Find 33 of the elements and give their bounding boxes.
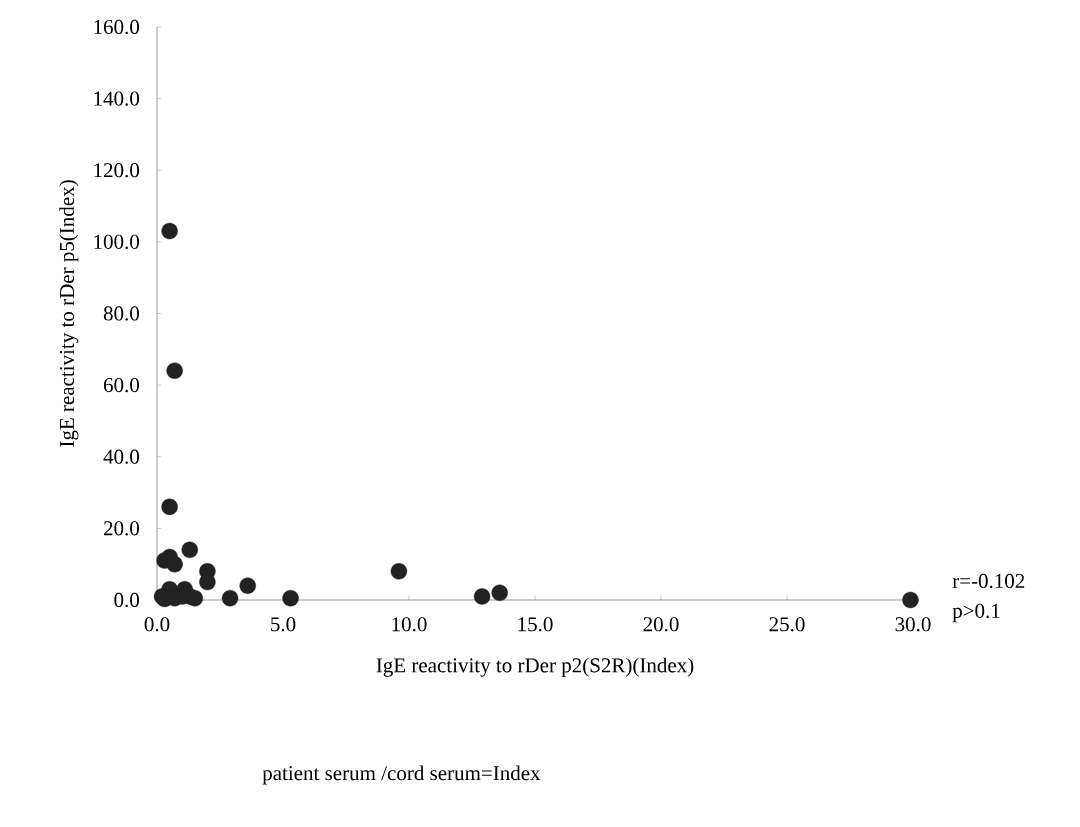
point <box>239 577 256 594</box>
text: patient serum /cord serum=Index <box>262 765 541 785</box>
point <box>390 563 408 580</box>
y-tick-label: 160.0 <box>94 19 140 35</box>
x-tick-label: 20.0 <box>643 617 679 632</box>
y-tick-label: 0.0 <box>114 592 140 608</box>
y-tick-label: 140.0 <box>94 91 140 106</box>
point <box>166 555 183 573</box>
text: p>0.1 <box>952 603 1000 623</box>
point <box>473 588 491 605</box>
point <box>161 498 178 516</box>
x-tick-label: 25.0 <box>769 617 805 632</box>
y-axis-title: IgE reactivity to rDer p5(Index) <box>59 180 79 447</box>
point <box>166 362 183 379</box>
x-tick-label: 30.0 <box>895 617 931 632</box>
x-tick-label: 10.0 <box>392 617 427 632</box>
point <box>221 589 239 607</box>
x-tick-label: 5.0 <box>271 617 296 632</box>
point <box>161 222 178 240</box>
point <box>282 589 299 607</box>
point <box>181 541 198 559</box>
point <box>491 584 508 602</box>
y-tick-label: 20.0 <box>103 521 140 536</box>
text: r=-0.102 <box>952 573 1025 589</box>
y-tick-label: 100.0 <box>94 234 140 249</box>
y-tick-label: 40.0 <box>103 449 140 464</box>
point <box>902 591 919 609</box>
y-tick-label: 60.0 <box>103 377 140 393</box>
y-tick-label: 80.0 <box>103 306 140 321</box>
y-tick-label: 120.0 <box>94 163 140 178</box>
x-tick-label: 15.0 <box>518 617 553 632</box>
x-axis-title: IgE reactivity to rDer p2(S2R)(Index) <box>376 657 694 677</box>
x-tick-label: 0.0 <box>144 617 170 632</box>
